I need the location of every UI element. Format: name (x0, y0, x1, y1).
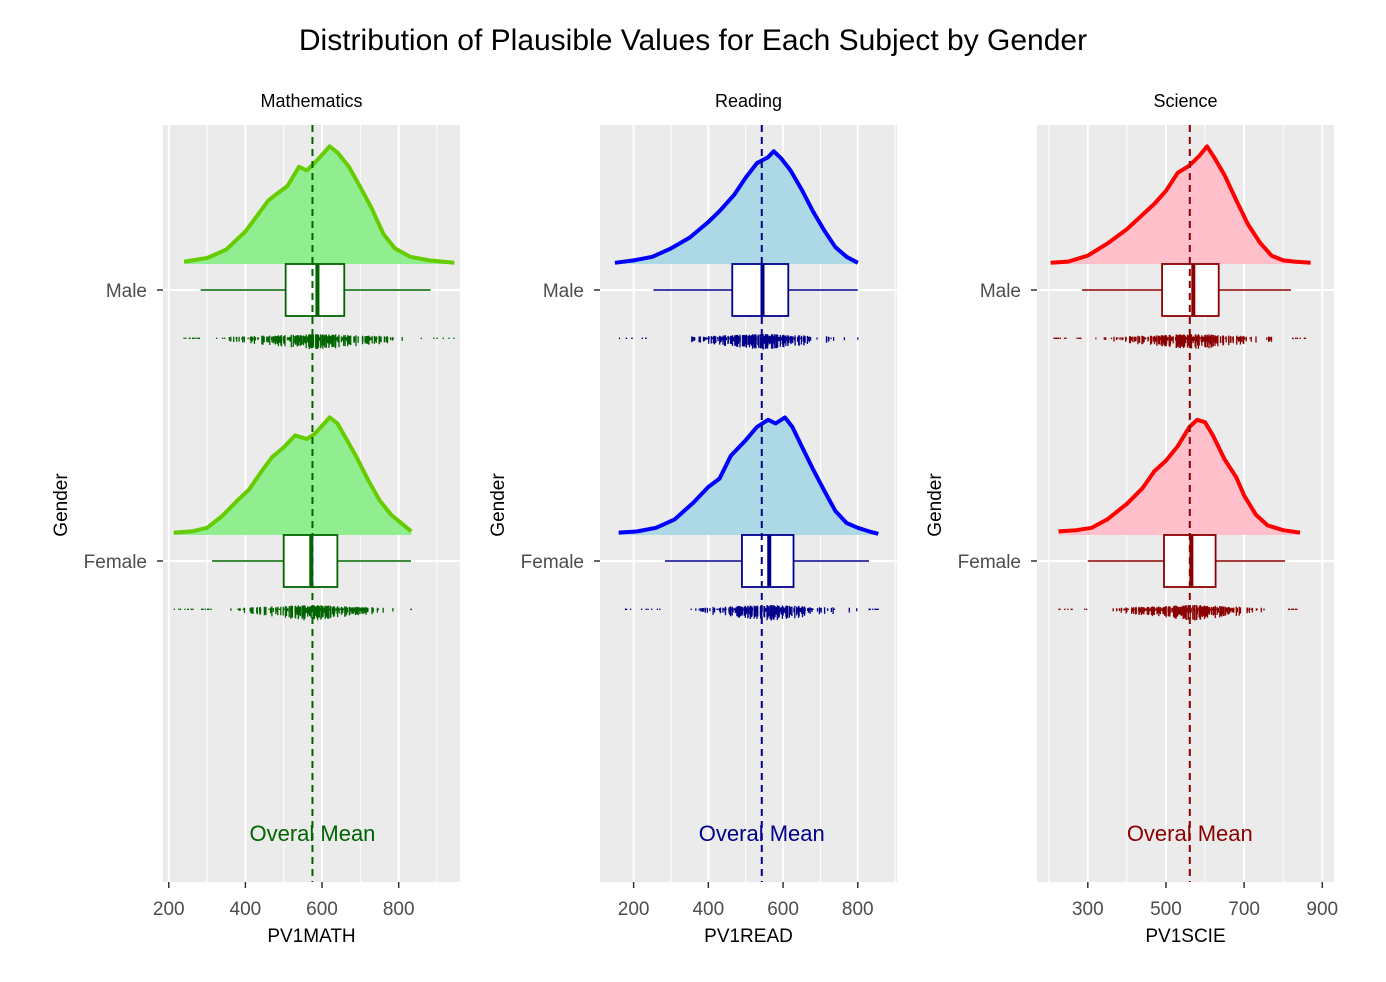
panel-science: Science Overal Mean Male Female 300 500 700 900… (925, 91, 1338, 947)
rain-points-male (1053, 334, 1307, 349)
y-axis-title: Gender (51, 473, 72, 537)
density-line-female (173, 415, 413, 535)
y-tick-label: Male (980, 281, 1021, 302)
density-line-male (183, 144, 455, 265)
box-iqr-male (284, 263, 346, 317)
density-area-male (184, 146, 455, 264)
overall-mean-label: Overal Mean (699, 821, 825, 846)
chart-title: Distribution of Plausible Values for Eac… (298, 24, 1088, 57)
density-area-female (1058, 419, 1301, 535)
facet-strip-label: Science (1153, 91, 1217, 111)
x-tick-label: 400 (692, 899, 724, 920)
x-tick-label: 500 (1150, 899, 1182, 920)
density-line-female (618, 415, 879, 536)
x-tick-label: 200 (153, 899, 185, 920)
x-tick-label: 900 (1306, 899, 1338, 920)
density-area-male (614, 151, 858, 264)
y-axis-title: Gender (488, 473, 509, 537)
density-line-female (1058, 417, 1301, 535)
rain-points-female (1058, 605, 1298, 621)
density-area-female (618, 417, 879, 535)
y-tick-label: Female (521, 552, 584, 573)
facet-strip-label: Mathematics (260, 91, 362, 111)
rain-points-male (183, 334, 455, 350)
x-axis-title: PV1MATH (267, 926, 355, 947)
rain-points-male (618, 334, 859, 350)
rain-points-female (173, 605, 412, 621)
x-tick-label: 800 (842, 899, 874, 920)
x-tick-label: 800 (383, 899, 415, 920)
x-axis-title: PV1READ (704, 926, 793, 947)
y-tick-label: Female (958, 552, 1021, 573)
overall-mean-label: Overal Mean (1127, 821, 1253, 846)
rain-points-female (624, 605, 879, 621)
y-tick-label: Male (543, 281, 584, 302)
panel-mathematics: Mathematics Overal Mean Male Female 200 400 60… (51, 91, 460, 947)
x-axis-title: PV1SCIE (1145, 926, 1225, 947)
x-tick-label: 600 (767, 899, 799, 920)
density-area-male (1050, 146, 1311, 264)
x-tick-label: 300 (1072, 899, 1104, 920)
overall-mean-label: Overal Mean (249, 821, 375, 846)
density-line-male (1050, 144, 1311, 265)
y-tick-label: Male (106, 281, 147, 302)
panel-reading: Reading Overal Mean Male Female 200 400 600 800… (488, 91, 897, 947)
box-iqr-male (731, 263, 790, 317)
density-line-male (614, 149, 859, 265)
x-tick-label: 700 (1228, 899, 1260, 920)
x-tick-label: 400 (230, 899, 262, 920)
y-tick-label: Female (84, 552, 147, 573)
y-axis-title: Gender (925, 473, 946, 537)
facet-strip-label: Reading (715, 91, 782, 111)
x-tick-label: 600 (306, 899, 338, 920)
x-tick-label: 200 (618, 899, 650, 920)
